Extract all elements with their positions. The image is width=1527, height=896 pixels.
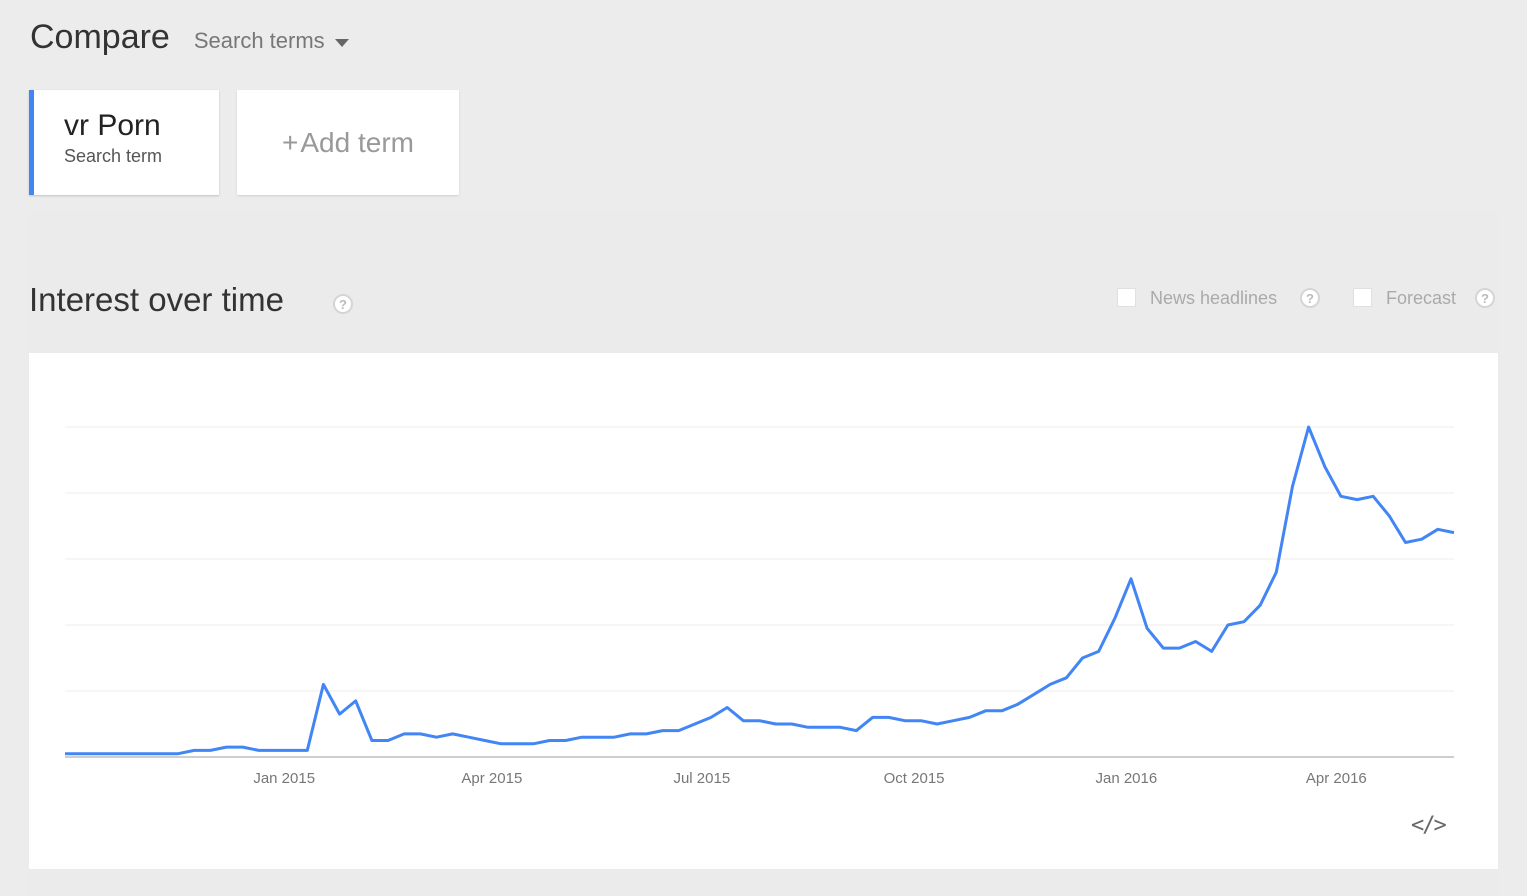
compare-header: Compare Search terms [30, 18, 349, 57]
interest-line-chart: Jan 2015 Apr 2015 Jul 2015 Oct 2015 Jan 2016… [65, 425, 1455, 787]
x-tick-label: Apr 2015 [461, 770, 522, 787]
news-headlines-checkbox[interactable] [1117, 288, 1136, 307]
add-term-label: Add term [300, 126, 414, 158]
chart-card: Jan 2015 Apr 2015 Jul 2015 Oct 2015 Jan 2016… [29, 353, 1498, 869]
term-card-vr-porn[interactable]: vr Porn Search term [29, 90, 219, 195]
search-terms-dropdown[interactable]: Search terms [194, 28, 349, 54]
x-tick-label: Oct 2015 [884, 770, 945, 787]
x-tick-label: Jul 2015 [673, 770, 730, 787]
term-name: vr Porn [64, 109, 161, 142]
search-terms-label: Search terms [193, 28, 325, 53]
news-headlines-label: News headlines [1150, 288, 1278, 308]
x-tick-label: Apr 2016 [1306, 770, 1367, 787]
term-type: Search term [64, 146, 163, 166]
x-tick-label: Jan 2016 [1095, 770, 1157, 787]
forecast-label: Forecast [1386, 288, 1457, 308]
plus-icon: + [282, 126, 299, 158]
add-term-button[interactable]: + Add term [237, 90, 459, 195]
caret-down-icon [334, 39, 349, 47]
forecast-help-icon[interactable]: ? [1475, 288, 1495, 308]
forecast-checkbox[interactable] [1353, 288, 1372, 307]
series-line-vr-porn[interactable] [65, 425, 1455, 756]
help-icon[interactable]: ? [333, 294, 353, 314]
news-headlines-help-icon[interactable]: ? [1300, 288, 1320, 308]
compare-title: Compare [30, 18, 170, 56]
section-title: Interest over time [29, 281, 284, 318]
embed-code-icon[interactable]: </> [1411, 813, 1447, 838]
x-tick-label: Jan 2015 [253, 770, 315, 787]
